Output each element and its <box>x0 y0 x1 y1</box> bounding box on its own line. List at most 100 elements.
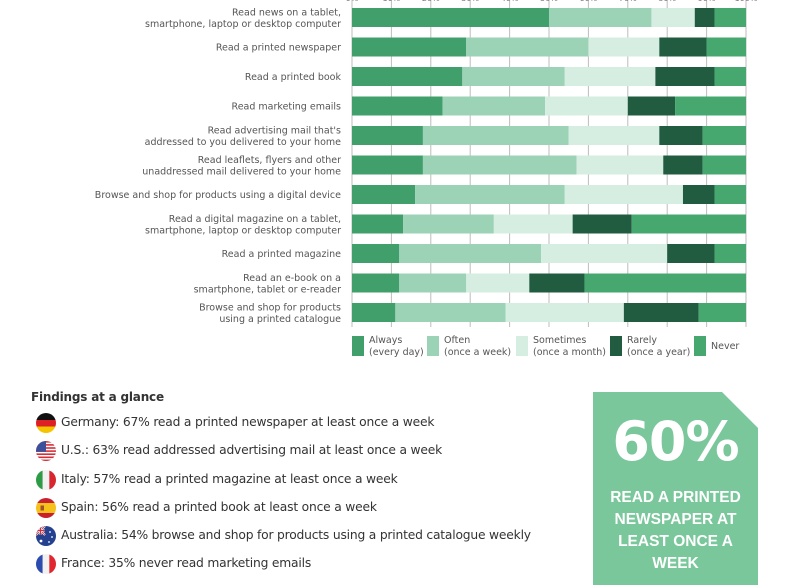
callout-background <box>593 392 758 585</box>
bar-segment-often <box>399 244 542 263</box>
legend-label: Often (once a week) <box>444 335 512 358</box>
bar-segment-never <box>714 67 746 86</box>
legend-label: Never <box>711 341 740 352</box>
bar-segment-always <box>352 96 443 116</box>
bar-segment-rarely <box>623 303 699 322</box>
x-tick-label: 10% <box>383 0 401 3</box>
bar-segment-sometimes <box>493 214 573 234</box>
bar-segment-rarely <box>572 214 632 234</box>
finding-text: Germany: 67% read a printed newspaper at… <box>61 415 435 429</box>
bar-segment-sometimes <box>505 303 624 322</box>
x-tick-label: 20% <box>422 0 440 3</box>
category-label: Read a printed magazine <box>222 249 342 260</box>
x-tick-label: 30% <box>461 0 479 3</box>
chart-svg: 0% 10% 20% 30% 40% 50% 60% 70% 80% 90% 100% Read ne… <box>95 0 758 327</box>
category-label: Read news on a tablet, smartphone, laptop… <box>145 7 341 30</box>
bar-segment-never <box>714 185 746 204</box>
bar-segment-often <box>415 185 565 204</box>
australia-flag-icon <box>36 526 56 547</box>
bar-segment-always <box>352 273 400 293</box>
bar-segment-always <box>352 303 396 322</box>
category-label: Read advertising mail that's addressed to… <box>145 125 341 148</box>
bar-segment-sometimes <box>545 96 628 116</box>
bar-segment-sometimes <box>466 273 530 293</box>
bar-segment-sometimes <box>541 244 668 263</box>
finding-text: U.S.: 63% read addressed advertising mai… <box>61 443 442 458</box>
bar-segment-often <box>549 8 652 27</box>
bar-segment-often <box>422 155 577 175</box>
finding-item: U.S.: 63% read addressed advertising mai… <box>31 441 571 469</box>
chart-legend: Always (every day) Often (once a week) Somet… <box>352 335 772 365</box>
bar-segment-often <box>466 37 589 57</box>
legend-swatch <box>694 336 706 356</box>
finding-item: France: 35% never read marketing emails <box>31 554 571 582</box>
bar-segment-always <box>352 214 404 234</box>
italy-flag-icon <box>36 469 56 490</box>
legend-label: Rarely (once a year) <box>627 335 691 358</box>
bar-segment-rarely <box>627 96 676 116</box>
x-tick-label: 50% <box>540 0 558 3</box>
bar-segment-always <box>352 67 463 86</box>
x-tick-label: 90% <box>698 0 716 3</box>
x-tick-label: 0% <box>346 0 359 3</box>
x-tick-label: 60% <box>580 0 598 3</box>
usa-flag-icon <box>36 441 56 462</box>
bar-segment-always <box>352 8 549 27</box>
bar-segment-often <box>462 67 565 86</box>
bar-segment-often <box>399 273 467 293</box>
bar-segment-never <box>706 37 746 57</box>
findings-list: Germany: 67% read a printed newspaper at… <box>31 413 571 583</box>
bar-segment-sometimes <box>564 185 683 204</box>
legend-swatch <box>427 336 439 356</box>
callout-text: READ A PRINTED NEWSPAPER AT LEAST ONCE A… <box>610 489 741 572</box>
finding-item: Australia: 54% browse and shop for produ… <box>31 526 571 554</box>
bar-segment-rarely <box>667 244 715 263</box>
findings-section: Findings at a glance Germany: 67% read a… <box>31 390 571 583</box>
bar-segment-rarely <box>659 37 707 57</box>
finding-text: France: 35% never read marketing emails <box>61 556 312 571</box>
category-label: Browse and shop for products using a dig… <box>95 190 341 201</box>
finding-item: Spain: 56% read a printed book at least … <box>31 497 571 526</box>
finding-item: Germany: 67% read a printed newspaper at… <box>31 413 571 441</box>
bar-segment-never <box>584 273 746 293</box>
bar-segment-sometimes <box>564 67 656 86</box>
germany-flag-icon <box>36 413 56 433</box>
bar-segment-rarely <box>529 273 585 293</box>
bar-segment-sometimes <box>568 126 660 145</box>
bar-segment-never <box>714 8 746 27</box>
bar-segment-always <box>352 37 467 57</box>
legend-swatch <box>610 336 622 356</box>
bar-segment-never <box>631 214 746 234</box>
finding-text: Australia: 54% browse and shop for produ… <box>61 528 531 543</box>
spain-flag-icon <box>36 497 56 518</box>
bar-segment-never <box>702 126 746 145</box>
bar-segment-never <box>698 303 746 322</box>
callout-value: 60% <box>612 410 739 473</box>
bar-segment-rarely <box>663 155 703 175</box>
finding-text: Spain: 56% read a printed book at least … <box>61 499 377 514</box>
legend-swatch <box>516 336 528 356</box>
category-label: Read leaflets, flyers and other unaddress… <box>142 155 341 178</box>
x-tick-label: 40% <box>501 0 519 3</box>
bar-segment-always <box>352 155 423 175</box>
x-tick-label: 70% <box>619 0 637 3</box>
bar-segment-rarely <box>682 185 715 204</box>
france-flag-icon <box>36 554 56 575</box>
bar-segment-sometimes <box>588 37 660 57</box>
bar-segment-always <box>352 244 400 263</box>
category-label: Read marketing emails <box>232 102 342 113</box>
x-tick-label: 80% <box>658 0 676 3</box>
legend-label: Sometimes (once a month) <box>533 335 607 358</box>
finding-text: Italy: 57% read a printed magazine at le… <box>61 471 398 486</box>
bar-segment-always <box>352 126 423 145</box>
callout-box: 60% READ A PRINTED NEWSPAPER AT LEAST ON… <box>593 392 758 585</box>
bar-segment-often <box>442 96 546 116</box>
bar-segment-often <box>422 126 569 145</box>
bar-segment-never <box>675 96 746 116</box>
bar-segment-never <box>702 155 746 175</box>
x-tick-label: 100% <box>735 0 758 3</box>
legend-swatch <box>352 336 364 356</box>
bar-segment-sometimes <box>576 155 664 175</box>
findings-title: Findings at a glance <box>31 390 164 404</box>
bar-segment-rarely <box>659 126 703 145</box>
